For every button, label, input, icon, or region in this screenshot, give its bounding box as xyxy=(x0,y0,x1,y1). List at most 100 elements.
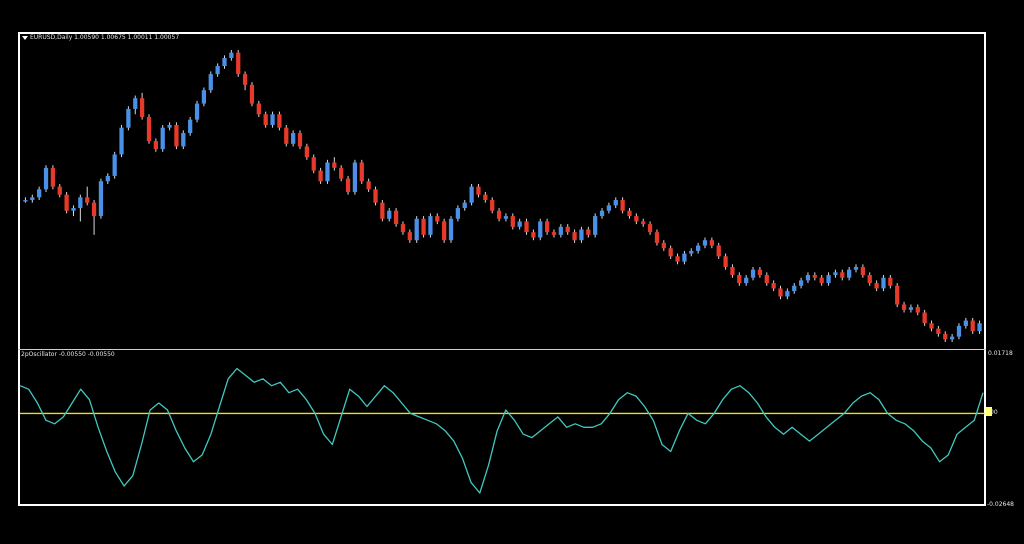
candle-down xyxy=(661,242,666,249)
candle-down xyxy=(936,328,941,334)
oscillator-tick-zero: 00 xyxy=(990,409,998,416)
main-chart-title-text: EURUSD,Daily 1.00590 1.00675 1.00011 1.0… xyxy=(30,34,180,41)
candle-up xyxy=(181,133,186,147)
candle-up xyxy=(689,250,694,254)
candle-down xyxy=(627,210,632,217)
candle-down xyxy=(757,269,763,276)
candle-down xyxy=(400,224,406,233)
candle-up xyxy=(105,175,110,182)
candle-up xyxy=(126,108,131,128)
candle-down xyxy=(146,116,152,142)
main-chart-title: EURUSD,Daily 1.00590 1.00675 1.00011 1.0… xyxy=(22,35,179,41)
candle-down xyxy=(373,189,378,203)
candle-down xyxy=(64,194,69,211)
candle-down xyxy=(922,312,927,324)
candle-up xyxy=(462,202,467,209)
candle-down xyxy=(339,167,344,179)
candle-down xyxy=(970,320,975,332)
candle-up xyxy=(963,320,968,326)
candle-up xyxy=(558,226,563,235)
candle-down xyxy=(366,181,371,190)
candle-down xyxy=(242,74,248,85)
candle-down xyxy=(675,256,680,262)
candle-up xyxy=(98,181,104,217)
candle-up xyxy=(682,253,687,262)
candle-down xyxy=(943,333,948,340)
candle-down xyxy=(284,127,289,144)
candle-down xyxy=(895,285,900,305)
candle-up xyxy=(194,103,200,120)
candle-down xyxy=(634,216,639,222)
candle-down xyxy=(277,114,282,128)
candle-up xyxy=(949,336,955,340)
candle-down xyxy=(709,240,714,246)
candle-up xyxy=(133,98,138,109)
candle-down xyxy=(860,266,866,276)
candle-up xyxy=(119,127,124,155)
candle-down xyxy=(249,84,255,104)
candle-down xyxy=(332,162,337,168)
candle-up xyxy=(826,275,831,284)
candle-up xyxy=(599,210,605,217)
candle-up xyxy=(750,269,756,278)
candle-down xyxy=(174,125,179,147)
candle-down xyxy=(551,232,557,235)
candle-up xyxy=(956,325,962,337)
candle-down xyxy=(723,256,728,267)
candle-up xyxy=(469,186,474,203)
candle-up xyxy=(208,74,213,91)
candle-down xyxy=(490,200,495,211)
candle-down xyxy=(812,275,817,278)
candle-up xyxy=(448,218,454,241)
candle-down xyxy=(345,178,351,192)
candle-up xyxy=(613,200,618,206)
candle-down xyxy=(85,197,90,203)
candle-down xyxy=(57,186,62,195)
candle-down xyxy=(764,275,769,284)
candle-down xyxy=(393,210,399,225)
candle-up xyxy=(78,197,83,209)
candle-up xyxy=(455,208,461,219)
candle-down xyxy=(421,218,426,235)
dropdown-triangle-icon[interactable] xyxy=(22,35,28,40)
candle-down xyxy=(874,283,879,289)
candle-down xyxy=(867,275,872,284)
oscillator-tick-top: 0.01718 xyxy=(988,350,1013,357)
candle-down xyxy=(139,98,145,117)
candle-up xyxy=(702,240,708,246)
candle-down xyxy=(647,224,653,233)
oscillator-tick-bottom: -0.02648 xyxy=(987,501,1014,508)
candle-up xyxy=(977,323,982,332)
candle-down xyxy=(407,232,412,241)
candle-up xyxy=(579,229,584,241)
candle-down xyxy=(304,146,309,158)
candle-down xyxy=(297,133,303,147)
candle-up xyxy=(805,275,811,281)
candle-up xyxy=(847,269,852,278)
candle-up xyxy=(606,205,612,211)
candle-up xyxy=(71,208,76,211)
candle-down xyxy=(91,202,97,217)
candle-down xyxy=(50,167,56,187)
candle-up xyxy=(291,133,296,144)
candle-up xyxy=(229,52,234,59)
candle-down xyxy=(737,275,742,284)
candle-up xyxy=(201,90,207,104)
candle-up xyxy=(30,197,35,201)
candle-down xyxy=(483,194,488,201)
candle-down xyxy=(442,221,447,241)
candle-up xyxy=(853,266,859,270)
candle-down xyxy=(476,186,481,195)
candle-up xyxy=(785,291,790,297)
pane-divider[interactable] xyxy=(18,349,986,350)
candle-down xyxy=(263,114,268,126)
oscillator-title: 2pOscillator -0.00550 -0.00550 xyxy=(21,351,115,358)
candle-down xyxy=(840,272,845,278)
candle-up xyxy=(798,280,804,286)
candle-down xyxy=(565,226,570,233)
candle-down xyxy=(771,283,776,289)
candle-down xyxy=(586,229,591,235)
candle-down xyxy=(311,157,316,171)
